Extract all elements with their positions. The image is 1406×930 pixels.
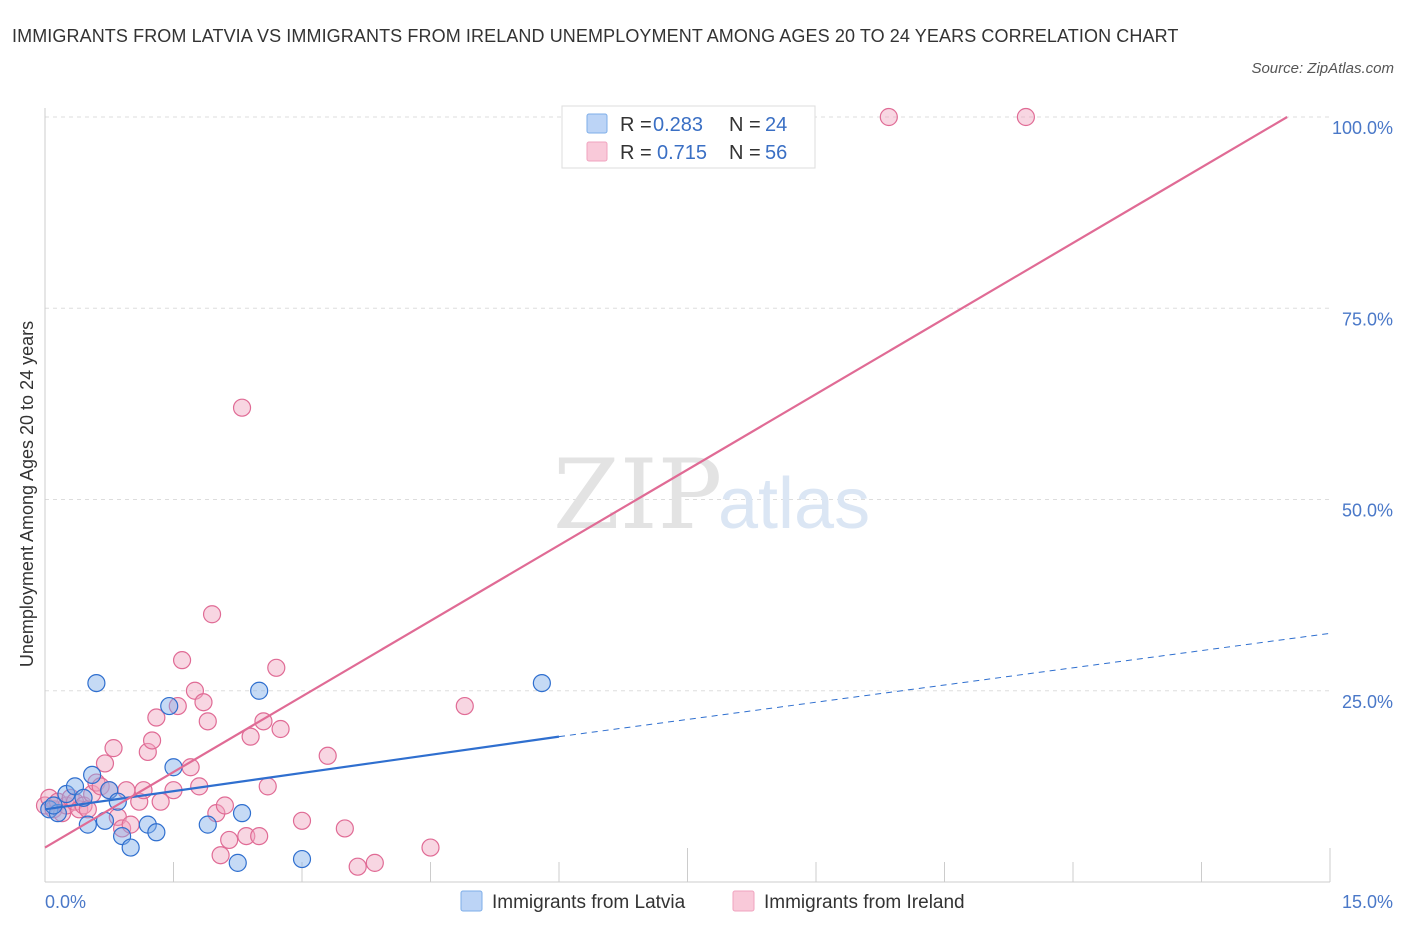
latvia-point-21 xyxy=(292,849,312,869)
ireland-point-18 xyxy=(112,819,132,838)
ireland-point-24 xyxy=(142,731,162,750)
series-legend: Immigrants from Latvia Immigrants from I… xyxy=(460,890,965,913)
trend-line-latvia-extension xyxy=(558,632,1331,738)
legend-latvia-n-label: N = xyxy=(729,114,761,136)
ireland-point-42 xyxy=(241,727,260,746)
watermark-atlas: atlas xyxy=(718,464,870,544)
legend-ireland-r-label: R = xyxy=(620,142,652,164)
ireland-point-53 xyxy=(421,838,440,857)
latvia-point-18 xyxy=(228,853,247,872)
y-tick-label-0: 25.0% xyxy=(1342,692,1393,712)
y-tick-label-3: 100.0% xyxy=(1332,118,1393,138)
bottom-legend-ireland: Immigrants from Ireland xyxy=(764,892,965,913)
latvia-point-15 xyxy=(160,696,179,716)
ireland-point-16 xyxy=(104,739,123,758)
legend-ireland-r-value: 0.715 xyxy=(657,142,707,164)
bottom-legend-swatch-latvia xyxy=(460,890,483,912)
ireland-point-34 xyxy=(198,712,217,731)
ireland-point-35 xyxy=(202,605,222,624)
ireland-point-55 xyxy=(879,107,898,127)
ireland-point-43 xyxy=(250,826,269,846)
legend-latvia-r-value: 0.283 xyxy=(653,114,703,136)
ireland-point-52 xyxy=(365,853,384,872)
y-tick-label-2: 75.0% xyxy=(1342,309,1393,329)
x-tick-label-min: 0.0% xyxy=(45,892,86,912)
ireland-point-56 xyxy=(1016,107,1035,127)
latvia-point-23 xyxy=(44,796,63,815)
ireland-point-14 xyxy=(95,754,115,773)
ireland-point-41 xyxy=(237,826,256,846)
y-tick-labels: 25.0% 50.0% 75.0% 100.0% xyxy=(1332,118,1393,712)
legend-swatch-latvia xyxy=(586,113,608,134)
axes xyxy=(44,108,1331,883)
latvia-point-19 xyxy=(232,804,252,823)
latvia-point-12 xyxy=(121,838,140,857)
ireland-point-45 xyxy=(258,777,277,796)
series-ireland-points xyxy=(35,107,1035,876)
ireland-point-33 xyxy=(194,693,213,712)
y-tick-label-1: 50.0% xyxy=(1342,501,1393,521)
ireland-point-37 xyxy=(211,846,230,865)
bottom-legend-swatch-ireland xyxy=(732,890,755,912)
legend-ireland-n-value: 56 xyxy=(765,142,787,164)
latvia-point-22 xyxy=(532,673,551,693)
latvia-point-14 xyxy=(147,823,166,842)
trend-line-ireland xyxy=(44,116,1288,849)
ireland-point-29 xyxy=(172,651,192,670)
latvia-point-4 xyxy=(74,788,93,807)
ireland-point-48 xyxy=(292,811,312,830)
trend-lines xyxy=(44,116,1331,849)
legend-ireland-n-label: N = xyxy=(729,142,761,164)
legend-latvia-r-label: R = xyxy=(620,114,652,136)
latvia-point-6 xyxy=(83,765,102,785)
ireland-point-38 xyxy=(215,796,234,815)
y-axis-title: Unemployment Among Ages 20 to 24 years xyxy=(17,321,37,667)
ireland-point-50 xyxy=(335,819,354,838)
series-latvia-points xyxy=(40,673,551,872)
latvia-point-17 xyxy=(198,815,217,834)
ireland-point-25 xyxy=(147,708,166,727)
correlation-legend: R = 0.283 N = 24 R = 0.715 N = 56 xyxy=(561,105,816,169)
ireland-point-40 xyxy=(232,398,252,417)
ireland-point-47 xyxy=(271,719,290,739)
legend-swatch-ireland xyxy=(586,141,608,162)
ireland-point-39 xyxy=(220,830,239,850)
chart-title: IMMIGRANTS FROM LATVIA VS IMMIGRANTS FRO… xyxy=(12,26,1179,46)
source-label: Source: ZipAtlas.com xyxy=(1251,60,1394,77)
ireland-point-23 xyxy=(138,742,157,762)
ireland-point-51 xyxy=(348,857,367,876)
latvia-point-20 xyxy=(250,681,269,700)
ireland-point-54 xyxy=(455,696,474,716)
ireland-point-46 xyxy=(267,658,286,677)
ireland-point-49 xyxy=(318,746,337,765)
bottom-legend-latvia: Immigrants from Latvia xyxy=(492,892,686,913)
x-tick-label-max: 15.0% xyxy=(1342,892,1393,912)
latvia-point-7 xyxy=(87,673,106,693)
legend-latvia-n-value: 24 xyxy=(765,114,787,136)
